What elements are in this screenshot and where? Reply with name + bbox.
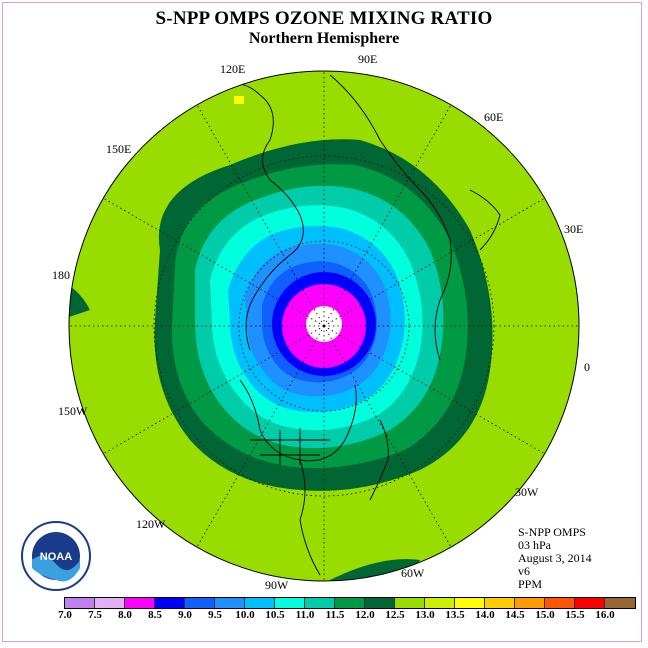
legend-tick-label: 10.5 <box>265 609 285 621</box>
legend-swatch <box>395 598 425 608</box>
legend-swatch <box>515 598 545 608</box>
legend-tick-label: 15.5 <box>565 609 585 621</box>
contour-edge-left <box>69 280 90 320</box>
legend-tick-label: 13.5 <box>445 609 465 621</box>
info-instrument: S-NPP OMPS <box>518 525 586 539</box>
legend-swatch <box>215 598 245 608</box>
logo-text: NOAA <box>40 551 72 563</box>
legend-swatch <box>485 598 515 608</box>
lon-label-150e: 150E <box>106 142 132 156</box>
legend-swatch <box>185 598 215 608</box>
lon-label-0: 0 <box>584 360 590 374</box>
legend-swatch <box>65 598 95 608</box>
legend-swatch <box>125 598 155 608</box>
lon-label-90w: 90W <box>265 578 289 592</box>
legend-tick-label: 16.0 <box>595 609 615 621</box>
legend-swatch <box>545 598 575 608</box>
legend-swatch <box>455 598 485 608</box>
legend-tick-label: 8.0 <box>118 609 132 621</box>
figure-frame <box>2 2 642 642</box>
lon-label-30e: 30E <box>564 222 584 236</box>
info-pressure: 03 hPa <box>518 538 551 552</box>
legend-tick-label: 15.0 <box>535 609 555 621</box>
graticule <box>69 71 579 581</box>
lon-label-60w: 60W <box>401 566 425 580</box>
legend-swatch <box>245 598 275 608</box>
info-units: PPM <box>518 577 543 591</box>
map-title: S-NPP OMPS OZONE MIXING RATIO <box>155 8 493 29</box>
legend-swatch <box>95 598 125 608</box>
legend-swatch <box>305 598 335 608</box>
lon-label-120e: 120E <box>220 62 246 76</box>
lon-label-90e: 90E <box>358 52 378 66</box>
legend-swatch <box>155 598 185 608</box>
legend-swatch <box>275 598 305 608</box>
lon-label-60e: 60E <box>484 110 504 124</box>
legend-swatch <box>425 598 455 608</box>
legend-tick-label: 14.5 <box>505 609 525 621</box>
noaa-logo-icon: NOAA <box>21 521 91 591</box>
info-version: v6 <box>518 564 530 578</box>
coastlines <box>209 74 501 576</box>
legend-tick-label: 8.5 <box>148 609 162 621</box>
legend-swatch <box>365 598 395 608</box>
legend-swatch <box>605 598 635 608</box>
legend-tick-label: 12.0 <box>355 609 375 621</box>
legend-tick-label: 10.0 <box>235 609 255 621</box>
legend-ticks: 7.0 7.5 8.0 8.5 9.0 9.5 10.0 10.5 11.0 11.5 12.0 12… <box>0 609 648 623</box>
legend-tick-label: 7.0 <box>58 609 72 621</box>
legend-tick-label: 11.0 <box>295 609 315 621</box>
legend-tick-label: 11.5 <box>325 609 345 621</box>
legend-tick-label: 13.0 <box>415 609 435 621</box>
color-legend <box>64 597 636 609</box>
legend-tick-label: 12.5 <box>385 609 405 621</box>
legend-tick-label: 9.5 <box>208 609 222 621</box>
legend-tick-label: 9.0 <box>178 609 192 621</box>
contour-edge-bottom <box>330 559 420 581</box>
legend-swatch <box>575 598 605 608</box>
map-boundary <box>68 70 580 582</box>
legend-tick-label: 14.0 <box>475 609 495 621</box>
lon-label-150w: 150W <box>58 404 88 418</box>
legend-tick-label: 7.5 <box>88 609 102 621</box>
info-date: August 3, 2014 <box>518 551 592 565</box>
legend-swatch <box>335 598 365 608</box>
lon-label-30w: 30W <box>515 485 539 499</box>
map-subtitle: Northern Hemisphere <box>248 30 400 47</box>
contour-13-5-spot <box>234 96 244 104</box>
missing-data-pole <box>306 306 342 342</box>
lon-label-180: 180 <box>52 268 70 282</box>
lon-label-120w: 120W <box>136 517 166 531</box>
info-block: S-NPP OMPS 03 hPa August 3, 2014 v6 PPM <box>518 526 592 591</box>
